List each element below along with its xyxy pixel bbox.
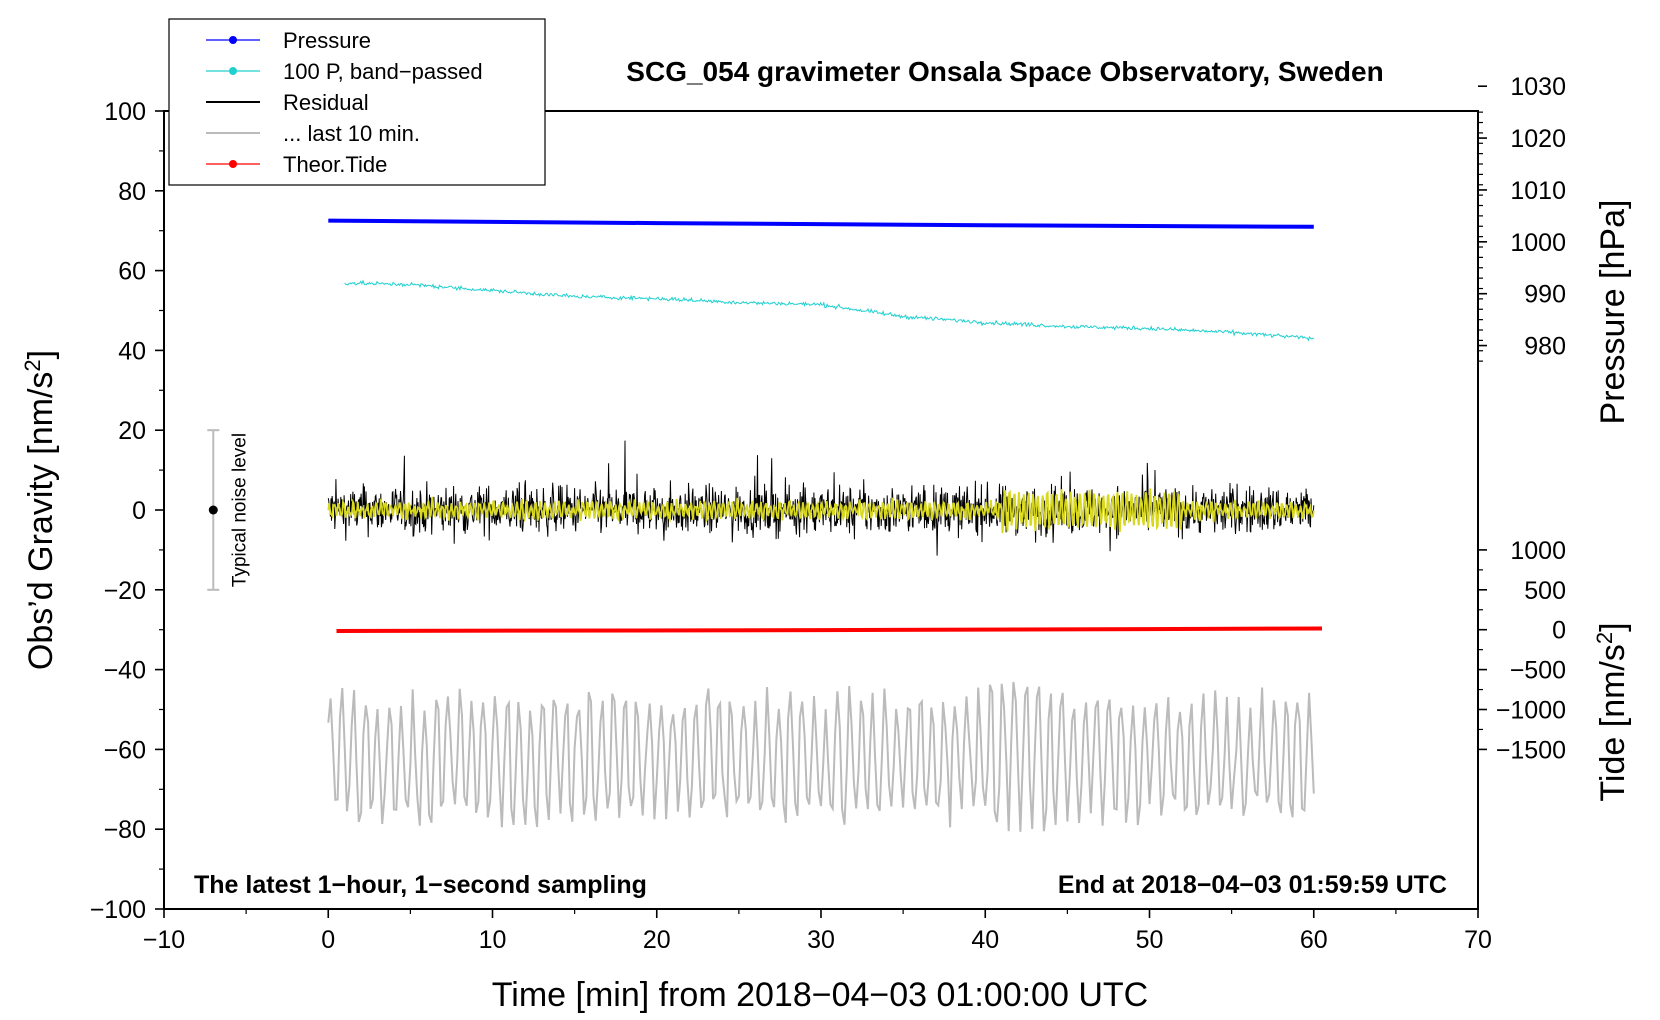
chart-title: SCG_054 gravimeter Onsala Space Observat… bbox=[626, 56, 1383, 87]
tide-tick-label: −1500 bbox=[1496, 736, 1566, 764]
y-tick-label: 100 bbox=[104, 98, 146, 126]
x-tick-label: 20 bbox=[643, 926, 671, 954]
legend-marker bbox=[229, 160, 237, 168]
legend-marker bbox=[229, 36, 237, 44]
legend-label: Pressure bbox=[283, 28, 371, 53]
legend-label: ... last 10 min. bbox=[283, 121, 420, 146]
y-tick-label: −80 bbox=[104, 816, 146, 844]
y-tick-label: −60 bbox=[104, 736, 146, 764]
y-tick-label: 40 bbox=[118, 337, 146, 365]
noise-level-indicator: Typical noise level bbox=[207, 429, 250, 591]
noise-center-dot bbox=[208, 505, 218, 515]
x-tick-label: 0 bbox=[321, 926, 335, 954]
pressure-tick-label: 1000 bbox=[1510, 229, 1566, 257]
noise-level-label: Typical noise level bbox=[229, 433, 250, 587]
x-tick-label: 10 bbox=[479, 926, 507, 954]
series-last-10-min-line bbox=[327, 681, 1315, 832]
pressure-tick-label: 990 bbox=[1524, 281, 1566, 309]
series-pressure-line bbox=[328, 218, 1314, 229]
x-tick-label: 30 bbox=[807, 926, 835, 954]
pressure-tick-label: 980 bbox=[1524, 333, 1566, 361]
tide-tick-label: 500 bbox=[1524, 577, 1566, 605]
y-tick-label: 20 bbox=[118, 417, 146, 445]
pressure-tick-label: 1010 bbox=[1510, 177, 1566, 205]
x-axis-label: Time [min] from 2018−04−03 01:00:00 UTC bbox=[492, 976, 1148, 1014]
y-tick-label: −100 bbox=[90, 896, 146, 924]
y-tick-label: 80 bbox=[118, 178, 146, 206]
series-pressure-bandpassed-line bbox=[344, 279, 1315, 342]
x-tick-label: −10 bbox=[143, 926, 185, 954]
y-axis-label-gravity: Obs’d Gravity [nm/s2] bbox=[20, 350, 61, 670]
y-axis-label-gravity-sup: 2 bbox=[20, 359, 45, 371]
series-theor-tide-line bbox=[336, 626, 1323, 633]
x-tick-label: 70 bbox=[1464, 926, 1492, 954]
pressure-tick-label: 1020 bbox=[1510, 125, 1566, 153]
x-tick-label: 60 bbox=[1300, 926, 1328, 954]
legend-label: Residual bbox=[283, 90, 369, 115]
legend-marker bbox=[229, 67, 237, 75]
y-axis-label-gravity-end: ] bbox=[22, 350, 60, 359]
tide-tick-label: −500 bbox=[1510, 657, 1566, 685]
x-tick-label: 40 bbox=[971, 926, 999, 954]
y-tick-label: −40 bbox=[104, 657, 146, 685]
y-axis-label-tide-sup: 2 bbox=[1592, 632, 1617, 644]
legend: Pressure 100 P, band−passed Residual ... la… bbox=[168, 18, 546, 186]
y-tick-label: −20 bbox=[104, 577, 146, 605]
tide-tick-label: 1000 bbox=[1510, 537, 1566, 565]
legend-label: 100 P, band−passed bbox=[283, 59, 483, 84]
tide-tick-label: −1000 bbox=[1496, 697, 1566, 725]
annotation-sampling: The latest 1−hour, 1−second sampling bbox=[194, 871, 647, 899]
y-axis-label-pressure: Pressure [hPa] bbox=[1594, 200, 1632, 425]
y-axis-label-tide-text: Tide [nm/s bbox=[1594, 644, 1632, 801]
y-axis-label-tide-end: ] bbox=[1594, 622, 1632, 631]
y-axis-label-tide: Tide [nm/s2] bbox=[1592, 622, 1633, 801]
y-tick-label: 0 bbox=[132, 497, 146, 525]
y-tick-label: 60 bbox=[118, 258, 146, 286]
y-axis-label-gravity-text: Obs’d Gravity [nm/s bbox=[22, 372, 60, 671]
legend-label: Theor.Tide bbox=[283, 152, 387, 177]
series-residual-line bbox=[327, 440, 1315, 556]
pressure-tick-label: 1030 bbox=[1510, 73, 1566, 101]
annotation-end-time: End at 2018−04−03 01:59:59 UTC bbox=[1058, 871, 1447, 899]
series-filtered-residual-line bbox=[327, 488, 1315, 534]
x-tick-label: 50 bbox=[1136, 926, 1164, 954]
tide-tick-label: 0 bbox=[1552, 617, 1566, 645]
